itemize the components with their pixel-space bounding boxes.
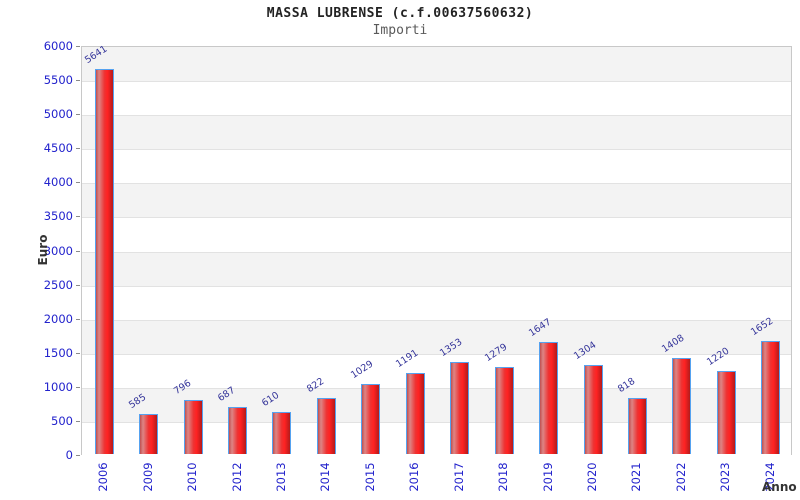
bar-2022 <box>672 358 692 454</box>
gridline <box>82 319 791 321</box>
y-tick-label: 0 <box>65 448 73 462</box>
y-tick-mark <box>76 420 80 422</box>
bar-2010 <box>183 399 203 454</box>
gridline <box>82 421 791 423</box>
x-tick-label: 2006 <box>96 462 111 492</box>
bar-2021 <box>627 398 647 454</box>
y-tick-label: 5000 <box>43 107 73 122</box>
plot-area: 5641 585 796 687 610 822 1029 1191 1353 1279 1647 1… <box>81 44 792 456</box>
bar-2016 <box>405 372 425 454</box>
y-tick-mark <box>76 352 80 354</box>
y-tick-label: 1000 <box>43 379 73 394</box>
y-tick-label: 3500 <box>43 209 73 224</box>
y-tick-mark <box>76 216 80 218</box>
x-tick-label: 2010 <box>185 462 200 492</box>
y-axis-title: Euro <box>36 234 50 266</box>
x-tick-label: 2016 <box>407 462 422 492</box>
bar-2020 <box>583 365 603 454</box>
gridline <box>82 115 791 117</box>
y-tick-label: 5500 <box>43 73 73 88</box>
plot-band <box>82 115 791 150</box>
y-tick-mark <box>76 46 80 47</box>
y-tick-mark <box>76 318 80 320</box>
bar-2012 <box>228 407 248 454</box>
bar-2006 <box>94 69 114 454</box>
x-tick-label: 2014 <box>318 462 333 492</box>
bar-2015 <box>361 383 381 454</box>
plot-band <box>82 217 791 252</box>
bar-2009 <box>139 414 159 454</box>
x-axis-title: Anno <box>762 480 797 494</box>
y-tick-label: 1500 <box>43 345 73 360</box>
y-tick-mark <box>76 284 80 286</box>
chart-subtitle: Importi <box>372 23 428 38</box>
x-tick-label: 2020 <box>585 462 600 492</box>
x-tick-label: 2009 <box>140 462 155 492</box>
bar-2017 <box>450 361 470 454</box>
x-tick-label: 2013 <box>273 462 288 492</box>
bar-2018 <box>494 366 514 454</box>
gridline <box>82 81 791 83</box>
plot-band <box>82 47 791 82</box>
y-tick-mark <box>76 148 80 150</box>
bar-2023 <box>716 370 736 454</box>
y-tick-label: 6000 <box>43 39 73 53</box>
x-tick-label: 2022 <box>673 462 688 492</box>
gridline <box>82 285 791 287</box>
x-tick-label: 2017 <box>451 462 466 492</box>
y-tick-mark <box>76 386 80 388</box>
y-tick-label: 4000 <box>43 175 73 190</box>
gridline <box>82 387 791 389</box>
bar-2019 <box>539 341 559 454</box>
x-tick-label: 2018 <box>496 462 511 492</box>
gridline <box>82 353 791 355</box>
y-tick-label: 500 <box>51 413 73 428</box>
gridline <box>82 149 791 151</box>
bar-2024 <box>761 341 781 454</box>
plot-band <box>82 319 791 354</box>
y-tick-mark <box>76 182 80 184</box>
plot-band <box>82 81 791 116</box>
x-tick-label: 2023 <box>718 462 733 492</box>
y-tick-label: 3000 <box>43 243 73 258</box>
plot-band <box>82 251 791 286</box>
plot-band <box>82 183 791 218</box>
y-tick-label: 2500 <box>43 277 73 292</box>
bar-2014 <box>316 397 336 454</box>
plot-band <box>82 149 791 184</box>
y-tick-mark <box>76 114 80 116</box>
y-tick-label: 2000 <box>43 311 73 326</box>
gridline <box>82 251 791 253</box>
gridline <box>82 183 791 185</box>
x-tick-label: 2019 <box>540 462 555 492</box>
x-tick-label: 2021 <box>629 462 644 492</box>
gridline <box>82 217 791 219</box>
x-tick-label: 2015 <box>362 462 377 492</box>
y-tick-mark <box>76 250 80 252</box>
y-tick-mark <box>76 80 80 82</box>
y-tick-mark <box>76 455 80 456</box>
y-tick-label: 4500 <box>43 141 73 156</box>
x-tick-label: 2012 <box>229 462 244 492</box>
bar-2013 <box>272 412 292 454</box>
plot-band <box>82 285 791 320</box>
chart-title: MASSA LUBRENSE (c.f.00637560632) <box>266 6 534 21</box>
